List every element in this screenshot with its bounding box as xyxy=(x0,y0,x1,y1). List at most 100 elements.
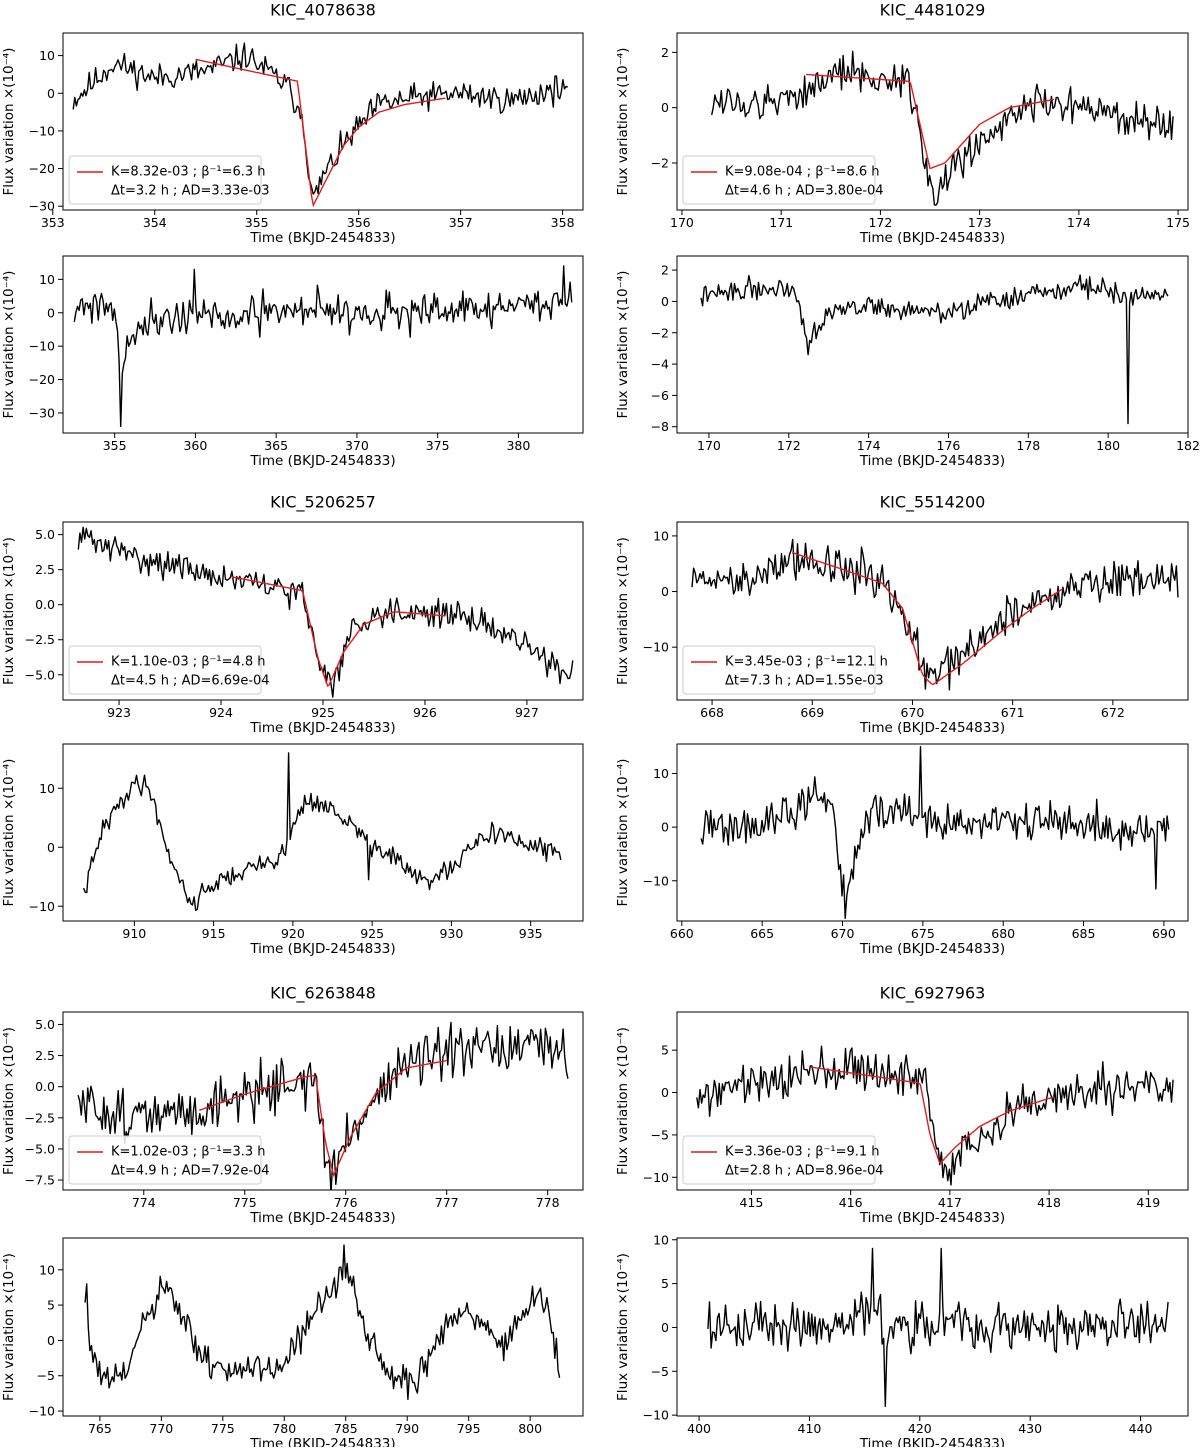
legend-line-1: K=3.45e-03 ; β⁻¹=12.1 h xyxy=(725,655,888,670)
x-tick-label: 172 xyxy=(868,215,892,230)
x-tick-label: 178 xyxy=(1016,438,1040,453)
flux-data-line xyxy=(82,752,562,911)
x-tick-label: 176 xyxy=(937,438,961,453)
x-axis-label: Time (BKJD-2454833) xyxy=(249,720,395,736)
chart-panel-2: 170 171 172 173 174 175 −2 0 2 Time (BKJD-2454833… xyxy=(615,32,1190,246)
x-tick-label: 172 xyxy=(777,438,801,453)
x-tick-label: 355 xyxy=(245,215,269,230)
x-axis-label: Time (BKJD-2454833) xyxy=(249,1210,395,1226)
y-axis-label: Flux variation ×(10⁻⁴) xyxy=(615,48,631,196)
legend-box xyxy=(682,645,876,695)
y-tick-label: 0 xyxy=(47,1333,55,1348)
x-axis-label: Time (BKJD-2454833) xyxy=(859,453,1005,469)
x-tick-label: 430 xyxy=(1018,1421,1042,1436)
y-axis-label: Flux variation ×(10⁻⁴) xyxy=(615,1027,631,1175)
y-axis-label: Flux variation ×(10⁻⁴) xyxy=(1,1027,17,1175)
y-tick-label: 2.5 xyxy=(35,1048,55,1063)
y-tick-label: 0 xyxy=(47,305,55,320)
flux-data-line xyxy=(711,50,1174,206)
legend-line-1: K=1.02e-03 ; β⁻¹=3.3 h xyxy=(111,1145,266,1160)
panel-title: KIC_4481029 xyxy=(880,1,986,21)
y-axis-label: Flux variation ×(10⁻⁴) xyxy=(1,48,17,196)
y-axis-label: Flux variation ×(10⁻⁴) xyxy=(1,537,17,685)
panel-title: KIC_6927963 xyxy=(880,984,986,1004)
x-tick-label: 778 xyxy=(536,1195,560,1210)
y-tick-label: −5.0 xyxy=(25,1141,55,1156)
y-tick-label: −8 xyxy=(651,419,669,434)
x-tick-label: 375 xyxy=(426,438,450,453)
y-tick-label: −10 xyxy=(643,1408,669,1423)
axes-frame xyxy=(62,255,584,434)
x-tick-label: 790 xyxy=(395,1421,419,1436)
chart-panel-10: 415 416 417 418 419 −10 −5 0 5 Time (BKJD-2454833… xyxy=(615,1011,1189,1226)
y-tick-label: −10 xyxy=(29,1404,55,1419)
flux-data-line xyxy=(707,1247,1169,1408)
x-tick-label: 400 xyxy=(687,1421,711,1436)
x-tick-label: 671 xyxy=(1001,705,1025,720)
x-tick-label: 776 xyxy=(334,1195,358,1210)
y-tick-label: −20 xyxy=(29,372,55,387)
flux-data-line xyxy=(72,42,569,195)
y-tick-label: 10 xyxy=(653,528,669,543)
y-tick-label: −4 xyxy=(651,357,669,372)
x-tick-label: 355 xyxy=(103,438,127,453)
y-tick-label: −30 xyxy=(29,199,55,214)
x-tick-label: 660 xyxy=(670,926,694,941)
legend-line-1: K=3.36e-03 ; β⁻¹=9.1 h xyxy=(725,1145,880,1160)
flux-data-line xyxy=(696,1045,1174,1186)
y-tick-label: −10 xyxy=(643,1170,669,1185)
x-tick-label: 420 xyxy=(908,1421,932,1436)
flux-data-line xyxy=(700,746,1170,919)
x-tick-label: 924 xyxy=(209,705,233,720)
x-tick-label: 175 xyxy=(1166,215,1190,230)
x-tick-label: 358 xyxy=(551,215,575,230)
legend-line-2: Δt=2.8 h ; AD=8.96e-04 xyxy=(725,1164,884,1179)
x-tick-label: 925 xyxy=(311,705,335,720)
axes-frame xyxy=(62,1237,584,1417)
x-tick-label: 353 xyxy=(41,215,65,230)
flux-data-line xyxy=(73,265,573,427)
chart-panel-3: 355 360 365 370 375 380 −30 −20 −10 0 10 Time (BKJD… xyxy=(1,255,584,469)
y-axis-label: Flux variation ×(10⁻⁴) xyxy=(615,537,631,685)
y-tick-label: 0 xyxy=(47,86,55,101)
legend-box xyxy=(682,1135,876,1185)
y-axis-label: Flux variation ×(10⁻⁴) xyxy=(615,759,631,907)
x-axis-label: Time (BKJD-2454833) xyxy=(249,1436,395,1447)
x-tick-label: 440 xyxy=(1129,1421,1153,1436)
y-tick-label: 0 xyxy=(47,840,55,855)
legend: K=8.32e-03 ; β⁻¹=6.3 h Δt=3.2 h ; AD=3.33… xyxy=(68,155,270,205)
y-tick-label: −10 xyxy=(29,899,55,914)
x-tick-label: 775 xyxy=(233,1195,257,1210)
y-tick-label: 0.0 xyxy=(35,597,55,612)
x-axis-label: Time (BKJD-2454833) xyxy=(859,941,1005,957)
x-tick-label: 777 xyxy=(435,1195,459,1210)
x-tick-label: 775 xyxy=(211,1421,235,1436)
y-tick-label: −10 xyxy=(29,339,55,354)
x-tick-label: 417 xyxy=(938,1195,962,1210)
legend: K=3.36e-03 ; β⁻¹=9.1 h Δt=2.8 h ; AD=8.96… xyxy=(682,1135,884,1185)
x-axis-label: Time (BKJD-2454833) xyxy=(249,453,395,469)
y-tick-label: 10 xyxy=(39,1262,55,1277)
y-axis-label: Flux variation ×(10⁻⁴) xyxy=(1,759,17,907)
y-tick-label: 0 xyxy=(661,584,669,599)
x-tick-label: 668 xyxy=(700,705,724,720)
x-tick-label: 665 xyxy=(750,926,774,941)
x-tick-label: 785 xyxy=(334,1421,358,1436)
x-axis-label: Time (BKJD-2454833) xyxy=(859,1210,1005,1226)
panel-title: KIC_4078638 xyxy=(270,1,376,21)
y-tick-label: −10 xyxy=(643,640,669,655)
x-tick-label: 923 xyxy=(107,705,131,720)
x-tick-label: 935 xyxy=(519,926,543,941)
y-tick-label: 2 xyxy=(661,263,669,278)
x-tick-label: 685 xyxy=(1072,926,1096,941)
x-tick-label: 765 xyxy=(88,1421,112,1436)
legend-line-2: Δt=4.6 h ; AD=3.80e-04 xyxy=(725,184,884,199)
y-tick-label: −2.5 xyxy=(25,1110,55,1125)
model-fit-line xyxy=(195,58,446,208)
flux-data-line xyxy=(700,274,1169,425)
panel-title: KIC_6263848 xyxy=(270,984,376,1004)
x-tick-label: 416 xyxy=(839,1195,863,1210)
axes-frame xyxy=(676,255,1189,434)
x-tick-label: 357 xyxy=(449,215,473,230)
